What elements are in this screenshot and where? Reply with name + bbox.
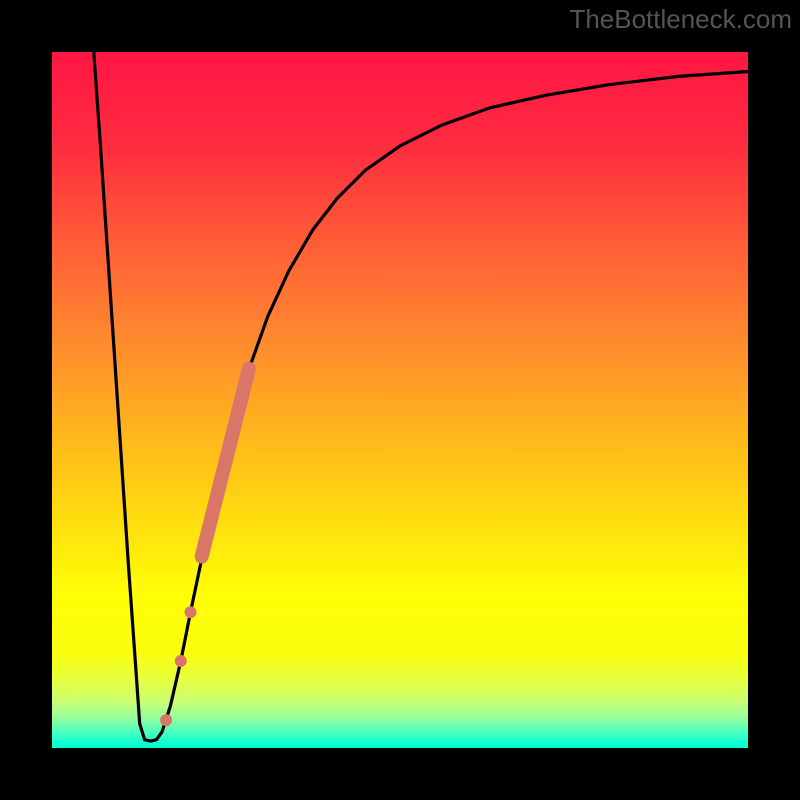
marker-dot bbox=[185, 606, 197, 618]
watermark-text: TheBottleneck.com bbox=[569, 4, 792, 35]
marker-dot bbox=[160, 714, 172, 726]
chart-container: TheBottleneck.com bbox=[0, 0, 800, 800]
marker-dot bbox=[175, 655, 187, 667]
chart-gradient-bg bbox=[52, 52, 748, 748]
bottleneck-chart bbox=[0, 0, 800, 800]
